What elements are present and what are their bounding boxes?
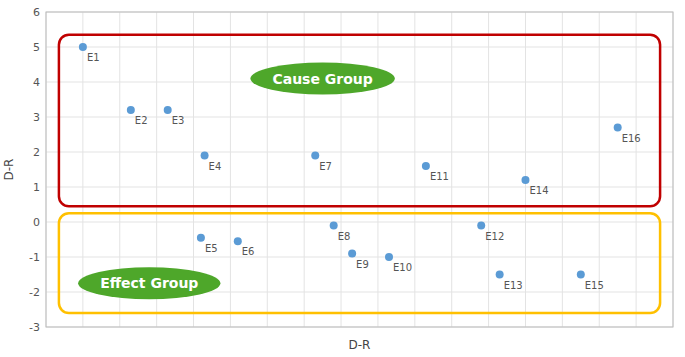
y-axis-label: D-R <box>2 159 16 181</box>
grid <box>46 12 673 327</box>
point <box>330 222 338 230</box>
point-labels: E1 E2 E3 E4 E7 E11 E14 E16 E5 E6 E8 E9 E10 E12 E13 E15 <box>87 52 641 291</box>
point-label: E4 <box>209 161 222 172</box>
grid-line-x <box>636 12 637 327</box>
annotations: Cause Group Effect Group <box>78 63 395 300</box>
point <box>127 106 135 114</box>
y-tick-label: -3 <box>29 321 40 334</box>
grid-line-y <box>46 222 673 223</box>
grid-line-x <box>304 12 305 327</box>
group-box <box>59 35 660 207</box>
point-label: E3 <box>172 115 185 126</box>
point-label: E1 <box>87 52 100 63</box>
y-tick-label: 3 <box>33 111 40 124</box>
y-tick-label: 5 <box>33 41 40 54</box>
regions <box>59 35 660 313</box>
point-label: E12 <box>485 231 504 242</box>
grid-line-x <box>377 12 378 327</box>
grid-line-x <box>525 12 526 327</box>
y-tick-label: 4 <box>33 76 40 89</box>
point-label: E6 <box>242 246 255 257</box>
point-label: E10 <box>393 262 412 273</box>
point <box>79 43 87 51</box>
grid-line-x <box>562 12 563 327</box>
grid-line-y <box>46 187 673 188</box>
y-tick-label: 6 <box>33 6 40 19</box>
annotation: Effect Group <box>100 275 198 291</box>
point-label: E13 <box>504 280 523 291</box>
group-badge <box>78 267 220 299</box>
y-tick-label: 0 <box>33 216 40 229</box>
point-label: E11 <box>430 171 449 182</box>
y-tick-label: -2 <box>29 286 40 299</box>
point <box>197 234 205 242</box>
y-tick-label: 1 <box>33 181 40 194</box>
x-axis-label: D-R <box>349 338 371 352</box>
points <box>79 43 622 279</box>
point-label: E5 <box>205 243 218 254</box>
y-tick-label: 2 <box>33 146 40 159</box>
point-label: E2 <box>135 115 148 126</box>
grid-line-x <box>451 12 452 327</box>
point <box>422 162 430 170</box>
plot-area <box>46 12 673 327</box>
point <box>348 250 356 258</box>
point <box>385 253 393 261</box>
plot-frame <box>46 12 673 327</box>
point <box>477 222 485 230</box>
grid-line-y <box>46 47 673 48</box>
point <box>311 152 319 160</box>
point <box>201 152 209 160</box>
point-label: E7 <box>319 161 332 172</box>
point-label: E9 <box>356 259 369 270</box>
point <box>614 124 622 132</box>
point <box>521 176 529 184</box>
grid-line-x <box>267 12 268 327</box>
grid-line-x <box>341 12 342 327</box>
point-label: E14 <box>529 185 548 196</box>
group-box <box>59 213 660 313</box>
point-label: E16 <box>622 133 641 144</box>
annotation: Cause Group <box>272 71 372 87</box>
point <box>577 271 585 279</box>
point <box>164 106 172 114</box>
point-label: E15 <box>585 280 604 291</box>
point <box>496 271 504 279</box>
grid-line-x <box>488 12 489 327</box>
grid-line-y <box>46 152 673 153</box>
point-label: E8 <box>338 231 351 242</box>
grid-line-x <box>230 12 231 327</box>
group-badge <box>250 63 394 95</box>
point <box>234 237 242 245</box>
y-tick-label: -1 <box>29 251 40 264</box>
grid-line-x <box>414 12 415 327</box>
grid-line-y <box>46 257 673 258</box>
